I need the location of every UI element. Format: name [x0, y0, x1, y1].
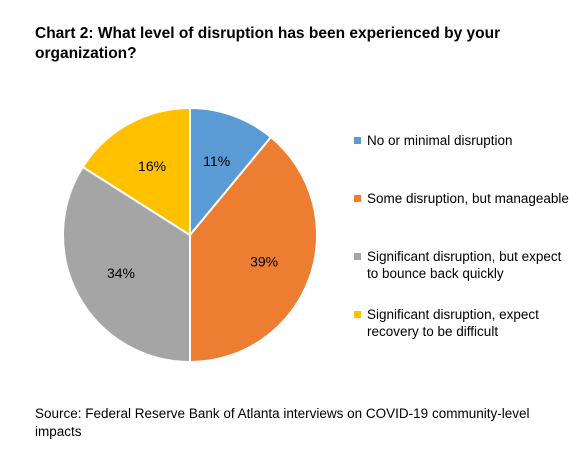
slice-data-label: 16%	[138, 158, 166, 174]
legend-item-bounce-back: Significant disruption, but expect to bo…	[354, 248, 569, 282]
chart-title: Chart 2: What level of disruption has be…	[35, 25, 501, 62]
legend-swatch	[354, 195, 361, 202]
legend-swatch	[354, 137, 361, 144]
legend-label: Significant disruption, expect recovery …	[367, 307, 539, 339]
source-note: Source: Federal Reserve Bank of Atlanta …	[35, 406, 530, 439]
pie-slice	[81, 106, 191, 237]
legend-swatch	[354, 311, 361, 318]
legend-item-manageable: Some disruption, but manageable	[354, 190, 569, 207]
legend-swatch	[354, 253, 361, 260]
pie-slice	[189, 135, 318, 364]
slice-data-label: 11%	[203, 153, 230, 169]
legend-item-difficult: Significant disruption, expect recovery …	[354, 306, 569, 340]
legend-label: Significant disruption, but expect to bo…	[367, 249, 562, 281]
slice-data-label: 34%	[107, 265, 135, 281]
pie-slice	[189, 106, 273, 238]
slice-data-label: 39%	[250, 254, 278, 270]
legend-label: No or minimal disruption	[367, 133, 513, 148]
legend-item-minimal: No or minimal disruption	[354, 132, 513, 149]
legend-label: Some disruption, but manageable	[367, 191, 569, 206]
